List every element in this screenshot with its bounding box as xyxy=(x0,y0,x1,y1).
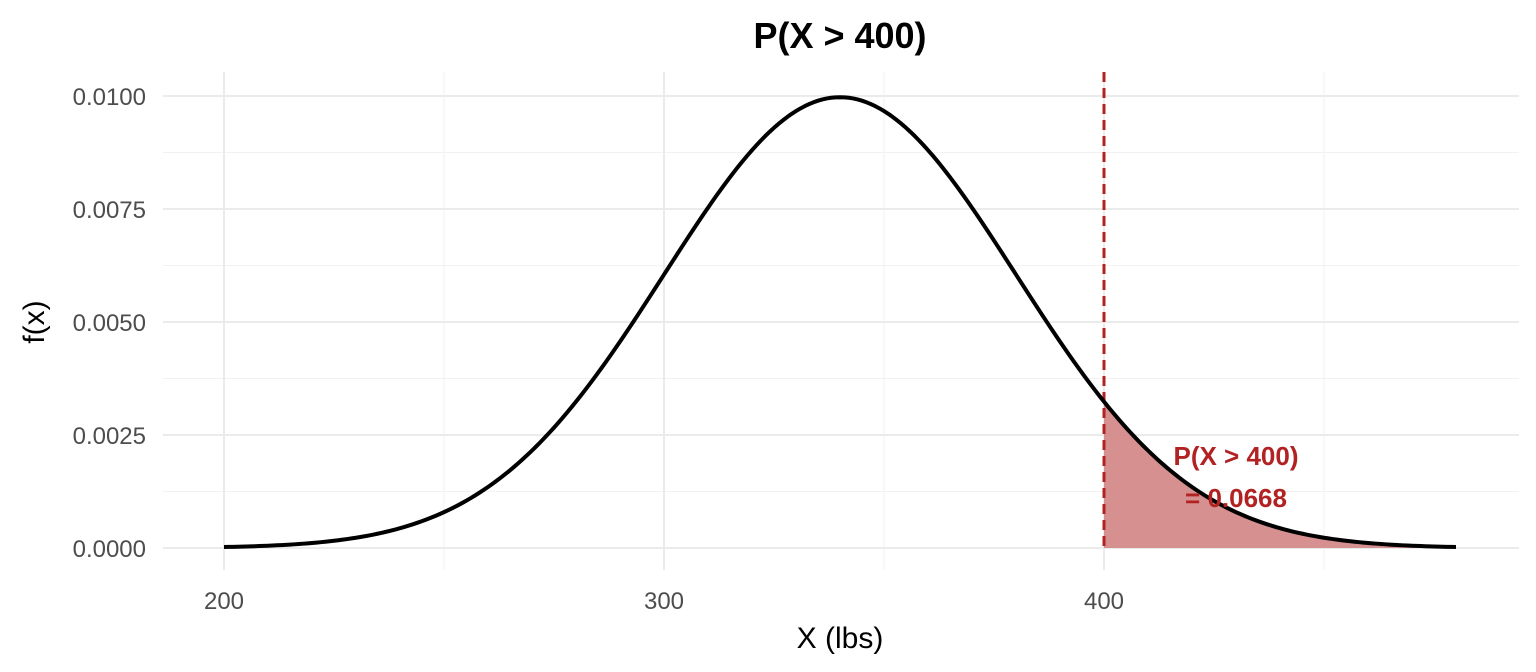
y-axis-tick-labels: 0.0000 0.0025 0.0050 0.0075 0.0100 xyxy=(73,84,146,563)
grid-major xyxy=(163,72,1519,570)
grid-minor xyxy=(163,72,1519,570)
density-curve xyxy=(223,95,1457,550)
x-axis-title: X (lbs) xyxy=(797,622,884,655)
y-axis-title: f(x) xyxy=(18,300,51,343)
x-tick-label: 300 xyxy=(644,588,684,615)
x-tick-label: 200 xyxy=(204,588,244,615)
x-tick-label: 400 xyxy=(1084,588,1124,615)
probability-annotation-line1: P(X > 400) xyxy=(1173,441,1298,471)
probability-annotation-line2: = 0.0668 xyxy=(1185,483,1287,513)
shaded-tail-area xyxy=(1104,401,1456,548)
y-tick-label: 0.0075 xyxy=(73,197,146,224)
chart-title: P(X > 400) xyxy=(753,15,926,56)
y-tick-label: 0.0000 xyxy=(73,536,146,563)
y-tick-label: 0.0025 xyxy=(73,423,146,450)
y-tick-label: 0.0050 xyxy=(73,310,146,337)
y-tick-label: 0.0100 xyxy=(73,84,146,111)
x-axis-tick-labels: 200 300 400 xyxy=(204,588,1124,615)
